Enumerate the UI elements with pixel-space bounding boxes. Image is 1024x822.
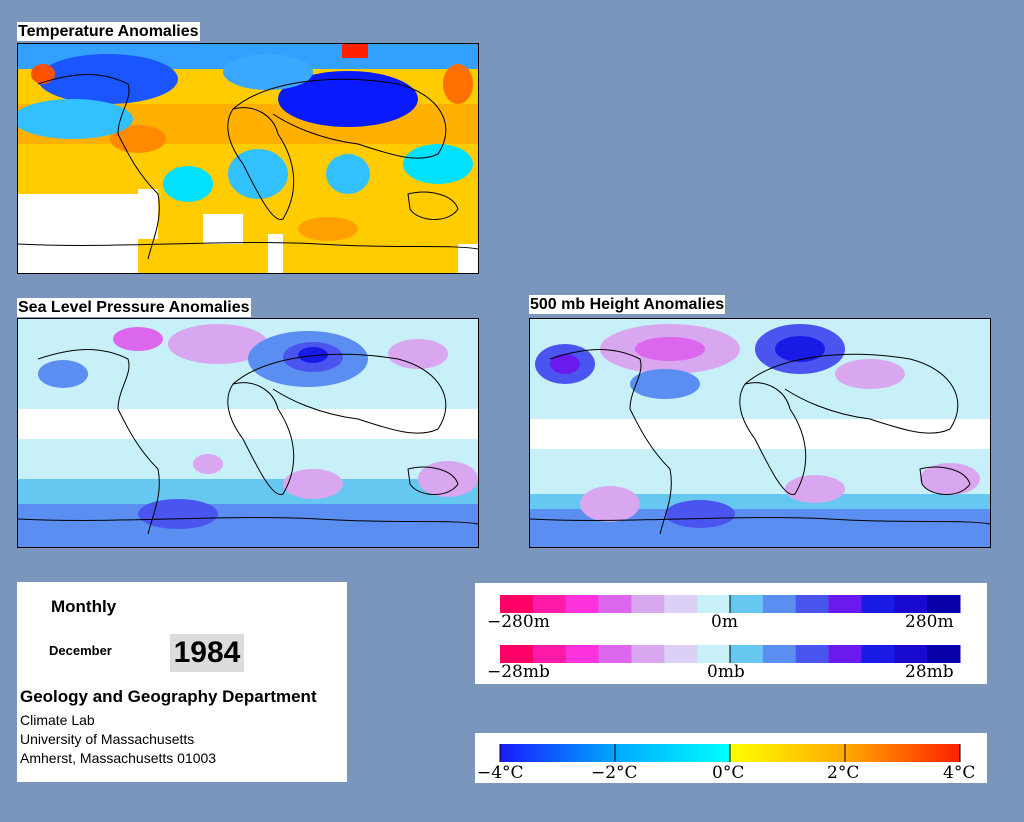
department-name: Geology and Geography Department — [20, 687, 317, 707]
address: Amherst, Massachusetts 01003 — [20, 750, 216, 766]
scale-swatch — [861, 645, 894, 663]
scale-swatch — [664, 595, 697, 613]
scale-swatch — [763, 645, 796, 663]
height-pressure-legend: −280m 0m 280m −28mb 0mb 28mb — [475, 583, 987, 684]
temperature-anomaly-map — [17, 43, 479, 274]
month-label: December — [49, 643, 112, 658]
height-anomaly-map — [529, 318, 991, 548]
scale-swatch — [894, 595, 927, 613]
temperature-legend: −4°C −2°C 0°C 2°C 4°C — [475, 733, 987, 783]
temp-label-1: −4°C — [477, 763, 524, 783]
pressure-min-label: −28mb — [487, 662, 550, 682]
scale-swatch — [927, 645, 960, 663]
scale-swatch — [861, 595, 894, 613]
height-color-scale — [500, 595, 961, 613]
slp-anomaly-map — [17, 318, 479, 548]
scale-swatch — [533, 595, 566, 613]
scale-swatch — [829, 645, 862, 663]
scale-swatch — [599, 645, 632, 663]
temp-label-5: 4°C — [943, 763, 975, 783]
temperature-panel-title: Temperature Anomalies — [17, 22, 200, 41]
period-label: Monthly — [51, 597, 116, 617]
year-label: 1984 — [170, 634, 244, 672]
temp-label-4: 2°C — [827, 763, 859, 783]
height-min-label: −280m — [487, 612, 550, 632]
scale-swatch — [533, 645, 566, 663]
height-mid-label: 0m — [711, 612, 738, 632]
pressure-color-scale — [500, 645, 961, 663]
scale-swatch — [730, 595, 763, 613]
scale-swatch — [664, 645, 697, 663]
scale-swatch — [697, 645, 730, 663]
lab-name: Climate Lab — [20, 712, 95, 728]
slp-panel-title: Sea Level Pressure Anomalies — [17, 298, 251, 317]
height-panel-title: 500 mb Height Anomalies — [529, 295, 725, 314]
scale-swatch — [631, 595, 664, 613]
scale-swatch — [631, 645, 664, 663]
scale-swatch — [566, 645, 599, 663]
scale-swatch — [796, 595, 829, 613]
info-box: Monthly December 1984 Geology and Geogra… — [17, 582, 347, 782]
scale-swatch — [927, 595, 960, 613]
pressure-max-label: 28mb — [905, 662, 954, 682]
scale-swatch — [829, 595, 862, 613]
temp-label-2: −2°C — [591, 763, 638, 783]
scale-swatch — [500, 595, 533, 613]
scale-swatch — [730, 645, 763, 663]
height-max-label: 280m — [905, 612, 954, 632]
scale-swatch — [697, 595, 730, 613]
scale-swatch — [763, 595, 796, 613]
scale-swatch — [566, 595, 599, 613]
scale-swatch — [796, 645, 829, 663]
scale-swatch — [500, 645, 533, 663]
scale-swatch — [599, 595, 632, 613]
scale-swatch — [894, 645, 927, 663]
pressure-mid-label: 0mb — [707, 662, 745, 682]
temp-label-3: 0°C — [712, 763, 744, 783]
university-name: University of Massachusetts — [20, 731, 194, 747]
